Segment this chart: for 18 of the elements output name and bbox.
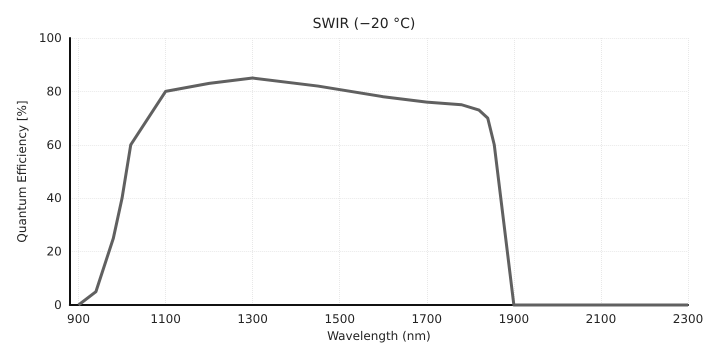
y-tick-label: 0: [54, 298, 62, 312]
y-tick-label: 100: [38, 31, 62, 45]
x-tick-label: 1900: [498, 312, 530, 326]
line-series: [77, 76, 690, 306]
x-tick-label: 2300: [672, 312, 704, 326]
x-tick-label: 1100: [150, 312, 181, 326]
x-tick-label: 900: [67, 312, 90, 326]
x-tick-label: 1300: [237, 312, 268, 326]
y-tick-label: 80: [46, 84, 62, 98]
x-axis-title: Wavelength (nm): [327, 328, 431, 343]
y-axis-title: Quantum Efficiency [%]: [15, 100, 29, 243]
y-tick-label: 20: [46, 244, 62, 259]
x-tick-label: 1700: [412, 312, 442, 326]
x-tick-label: 1500: [324, 312, 355, 326]
x-tick-label: 2100: [586, 312, 616, 326]
y-tick-label: 60: [46, 138, 62, 152]
y-tick-label: 40: [46, 191, 62, 206]
chart-title: SWIR (−20 °C): [312, 16, 416, 32]
